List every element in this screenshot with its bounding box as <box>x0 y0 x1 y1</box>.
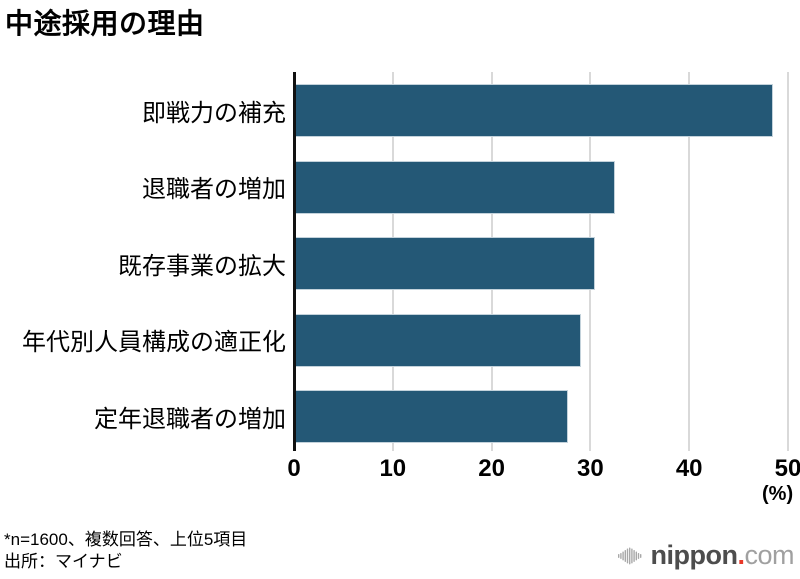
x-axis-unit-label: (%) <box>762 483 794 505</box>
x-tick-label: 30 <box>577 455 604 482</box>
y-axis-line <box>293 72 296 451</box>
x-tick-label: 20 <box>478 455 505 482</box>
x-tick-label: 0 <box>287 455 301 482</box>
category-label: 即戦力の補充 <box>142 99 286 127</box>
bar <box>295 160 616 214</box>
bar-chart-plot <box>293 72 794 451</box>
logo-text: nippon.com <box>651 542 795 569</box>
category-label: 定年退職者の増加 <box>94 405 286 433</box>
soundwave-icon <box>617 547 641 564</box>
logo-brand: nippon <box>650 540 738 570</box>
footnote-source-line: 出所：マイナビ <box>4 552 123 571</box>
category-label: 既存事業の拡大 <box>118 252 286 280</box>
gridline <box>688 72 691 451</box>
bar <box>295 84 774 137</box>
x-tick-label: 50 <box>774 455 800 482</box>
x-tick-label: 40 <box>675 455 703 482</box>
chart-title: 中途採用の理由 <box>5 8 205 39</box>
bar <box>295 237 596 290</box>
bar <box>295 313 581 367</box>
gridline <box>787 72 789 451</box>
category-label: 年代別人員構成の適正化 <box>22 328 286 356</box>
logo-dot: . <box>737 540 745 570</box>
nippon-logo: nippon.com <box>617 542 795 569</box>
footnote: *n=1600、複数回答、上位5項目 出所：マイナビ <box>4 529 247 573</box>
footnote-note-line: *n=1600、複数回答、上位5項目 <box>4 530 248 549</box>
bar <box>295 390 568 443</box>
x-tick-label: 10 <box>379 455 407 482</box>
logo-suffix: com <box>744 540 794 570</box>
category-label: 退職者の増加 <box>142 175 286 203</box>
